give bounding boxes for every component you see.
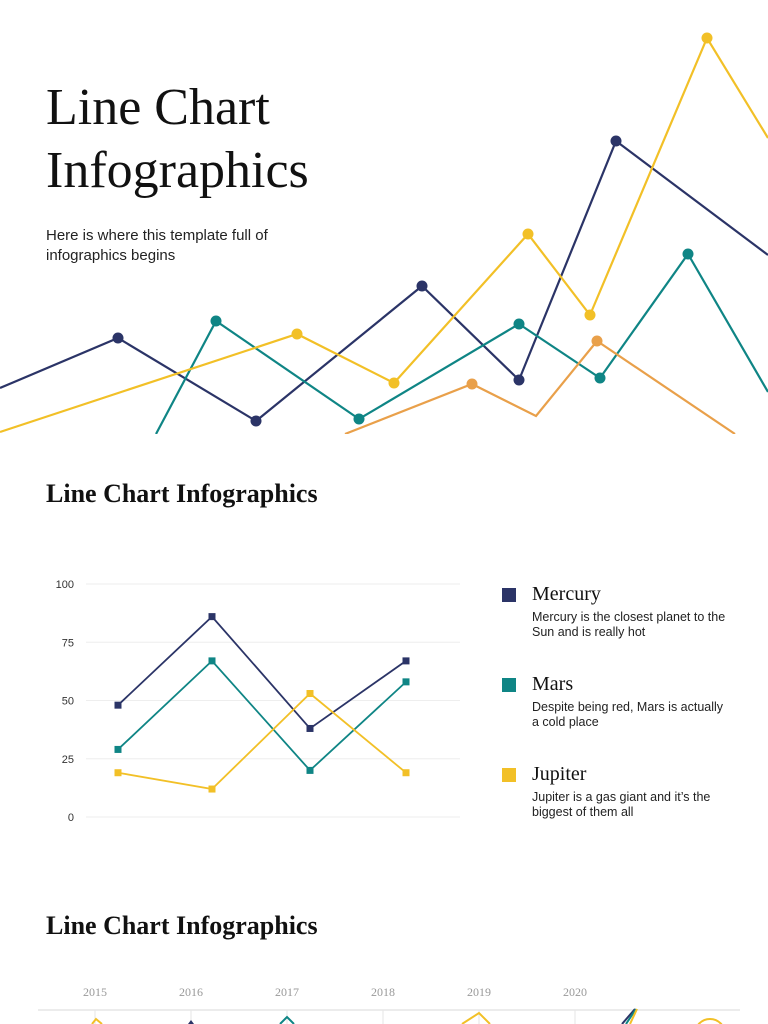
year-label: 2015: [83, 985, 107, 999]
timeline-marker-2019: [461, 1011, 491, 1024]
year-label: 2018: [371, 985, 395, 999]
hero-line: [155, 251, 768, 434]
timeline-line-teal: [625, 1008, 637, 1024]
legend-swatch-mars: [502, 678, 516, 692]
hero-point: [210, 315, 222, 327]
hero-point: [594, 372, 606, 384]
hero-title-line2: Infographics: [46, 142, 309, 199]
timeline-year-ticks: 2015 2016 2017 2018 2019 2020: [83, 985, 587, 1024]
y-tick-label: 25: [62, 754, 74, 766]
hero-point: [291, 328, 303, 340]
planets-line-chart: 0 25 50 75 100: [56, 579, 460, 824]
timeline-circle-icon: [697, 1018, 723, 1024]
hero-point: [610, 135, 622, 147]
legend-name: Mercury: [532, 583, 601, 605]
data-point-mars: [306, 766, 314, 774]
hero-point: [112, 332, 124, 344]
series-line-mercury: [117, 615, 407, 730]
legend-swatch-jupiter: [502, 768, 516, 782]
hero-subtitle: Here is where this template full of info…: [46, 227, 268, 264]
legend-item-mercury: Mercury Mercury is the closest planet to…: [500, 581, 750, 651]
legend-item-jupiter: Jupiter Jupiter is a gas giant and it’s …: [500, 761, 750, 831]
series-line-mars: [117, 659, 407, 772]
hero-point: [466, 378, 478, 390]
data-point-jupiter: [208, 785, 216, 793]
data-point-mercury: [114, 701, 122, 709]
y-tick-label: 75: [62, 637, 74, 649]
legend-swatch-mercury: [502, 588, 516, 602]
hero-decorative-line-chart: [0, 32, 768, 434]
legend-description: Jupiter is a gas giant and it’s the bigg…: [532, 790, 711, 819]
data-point-jupiter: [114, 769, 122, 777]
year-label: 2019: [467, 985, 491, 999]
hero-point: [522, 228, 534, 240]
legend-name: Jupiter: [532, 763, 587, 785]
y-tick-label: 0: [68, 812, 74, 824]
legend-item-mars: Mars Despite being red, Mars is actually…: [500, 671, 750, 741]
hero-point: [584, 309, 596, 321]
legend-name: Mars: [532, 673, 574, 695]
data-point-mars: [402, 678, 410, 686]
hero-title: Line Chart Infographics: [46, 76, 309, 202]
section-title: Line Chart Infographics: [46, 911, 318, 940]
data-point-mars: [208, 657, 216, 665]
hero-point: [591, 335, 603, 347]
hero-point: [388, 377, 400, 389]
hero-point: [701, 32, 713, 44]
year-label: 2020: [563, 985, 587, 999]
hero-point: [682, 248, 694, 260]
legend-description: Mercury is the closest planet to the Sun…: [532, 610, 726, 639]
hero-point: [353, 413, 365, 425]
hero-point: [513, 318, 525, 330]
data-point-mercury: [402, 657, 410, 665]
section-title: Line Chart Infographics: [46, 479, 318, 508]
hero-point: [250, 415, 262, 427]
hero-point: [513, 374, 525, 386]
data-point-jupiter: [402, 769, 410, 777]
data-point-mercury: [208, 613, 216, 621]
timeline-marker-2017: [279, 1015, 295, 1024]
hero-point: [416, 280, 428, 292]
y-tick-label: 50: [62, 696, 74, 708]
timeline-marker-2016: [188, 1020, 194, 1024]
data-point-mercury: [306, 724, 314, 732]
timeline-marker-2015: [91, 1017, 103, 1024]
data-point-jupiter: [306, 690, 314, 698]
timeline-line-navy: [621, 1008, 636, 1024]
legend-description: Despite being red, Mars is actually a co…: [532, 700, 724, 729]
data-point-mars: [114, 745, 122, 753]
hero-title-line1: Line Chart: [46, 79, 270, 136]
y-tick-label: 100: [56, 579, 74, 591]
series-line-jupiter: [117, 692, 407, 791]
timeline-line-yellow: [629, 1008, 638, 1024]
year-label: 2017: [275, 985, 299, 999]
hero-line: [344, 339, 736, 434]
year-label: 2016: [179, 985, 203, 999]
timeline-line-chart: 2015 2016 2017 2018 2019 2020: [38, 985, 740, 1024]
